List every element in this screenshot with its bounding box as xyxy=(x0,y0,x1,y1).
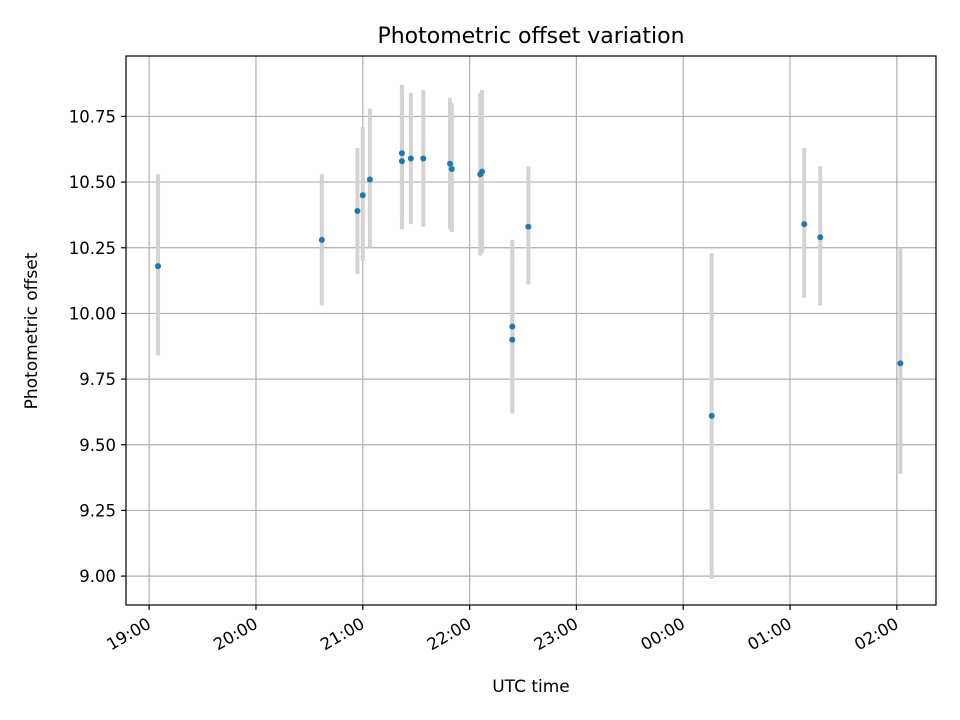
data-point xyxy=(708,412,715,419)
data-point xyxy=(407,155,414,162)
data-point xyxy=(359,192,366,199)
y-axis-label: Photometric offset xyxy=(22,252,42,409)
data-point xyxy=(897,360,904,367)
y-tick-label: 9.25 xyxy=(79,501,116,520)
data-point xyxy=(398,150,405,157)
y-tick-label: 9.00 xyxy=(79,567,116,586)
y-tick-label: 9.75 xyxy=(79,370,116,389)
data-point xyxy=(155,263,162,270)
data-point xyxy=(801,221,808,228)
data-point xyxy=(366,176,373,183)
y-tick-label: 9.50 xyxy=(79,436,116,455)
y-axis: 9.00 9.25 9.50 9.75 10.00 10.25 10.50 10.75 xyxy=(69,107,126,586)
data-point xyxy=(354,207,361,214)
y-tick-label: 10.75 xyxy=(69,107,116,126)
chart-title: Photometric offset variation xyxy=(377,24,684,49)
y-tick-label: 10.25 xyxy=(69,239,116,258)
data-point xyxy=(817,234,824,241)
data-points xyxy=(155,150,904,419)
data-point xyxy=(509,323,516,330)
data-point xyxy=(318,236,325,243)
y-tick-label: 10.00 xyxy=(69,304,116,323)
data-point xyxy=(479,168,486,175)
data-point xyxy=(447,160,453,167)
data-point xyxy=(398,158,405,165)
data-point xyxy=(448,165,455,172)
plot-frame xyxy=(125,55,937,606)
data-point xyxy=(525,223,532,230)
data-point xyxy=(420,155,427,162)
x-axis-label: UTC time xyxy=(492,677,570,697)
y-tick-label: 10.50 xyxy=(69,173,116,192)
data-point xyxy=(509,336,516,343)
